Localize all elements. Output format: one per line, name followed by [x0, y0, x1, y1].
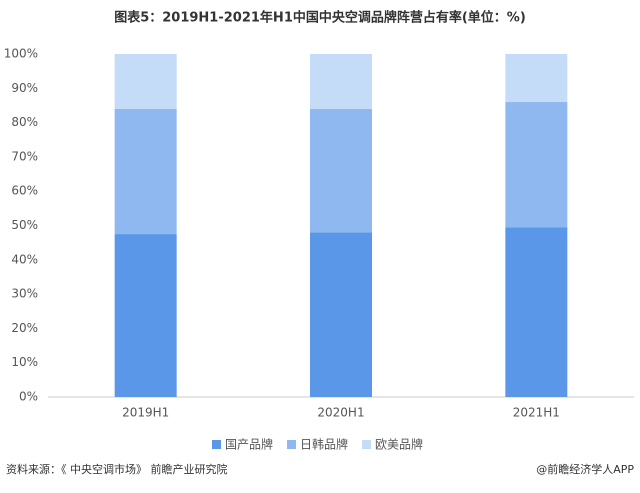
bar-segment	[114, 108, 177, 235]
bar-segment	[114, 54, 177, 109]
source: 资料来源：《 中央空调市场》 前瞻产业研究院	[6, 462, 228, 476]
y-tick-label: 10%	[11, 355, 38, 369]
y-tick-label: 50%	[11, 218, 38, 232]
bar-segment	[310, 108, 372, 233]
legend-swatch	[212, 440, 221, 449]
x-tick-label: 2020H1	[317, 406, 364, 420]
chart-title: 图表5：2019H1-2021年H1中国中央空调品牌阵营占有率(单位：%)	[114, 10, 526, 26]
x-tick-label: 2019H1	[122, 406, 169, 420]
y-tick-label: 60%	[11, 184, 38, 198]
bar-segment	[505, 54, 568, 103]
legend-swatch	[362, 440, 372, 449]
y-tick-label: 40%	[11, 252, 38, 266]
x-tick-label: 2021H1	[513, 406, 560, 420]
y-tick-label: 80%	[11, 115, 38, 129]
y-tick-label: 30%	[11, 287, 38, 301]
legend-label: 欧美品牌	[375, 438, 423, 452]
y-tick-label: 20%	[11, 321, 38, 335]
y-tick-label: 90%	[11, 81, 38, 95]
y-tick-label: 100%	[4, 47, 38, 61]
y-tick-label: 0%	[19, 390, 38, 404]
y-tick-label: 70%	[11, 149, 38, 163]
bar-segment	[310, 232, 372, 397]
legend-label: 国产品牌	[225, 438, 273, 452]
bar-segment	[114, 234, 177, 397]
bar-segment	[505, 102, 568, 228]
legend-label: 日韩品牌	[300, 437, 348, 452]
legend-swatch	[287, 440, 297, 449]
bar-segment	[310, 54, 372, 109]
credit: @前瞻经济学人APP	[536, 462, 634, 476]
bar-segment	[505, 227, 568, 397]
